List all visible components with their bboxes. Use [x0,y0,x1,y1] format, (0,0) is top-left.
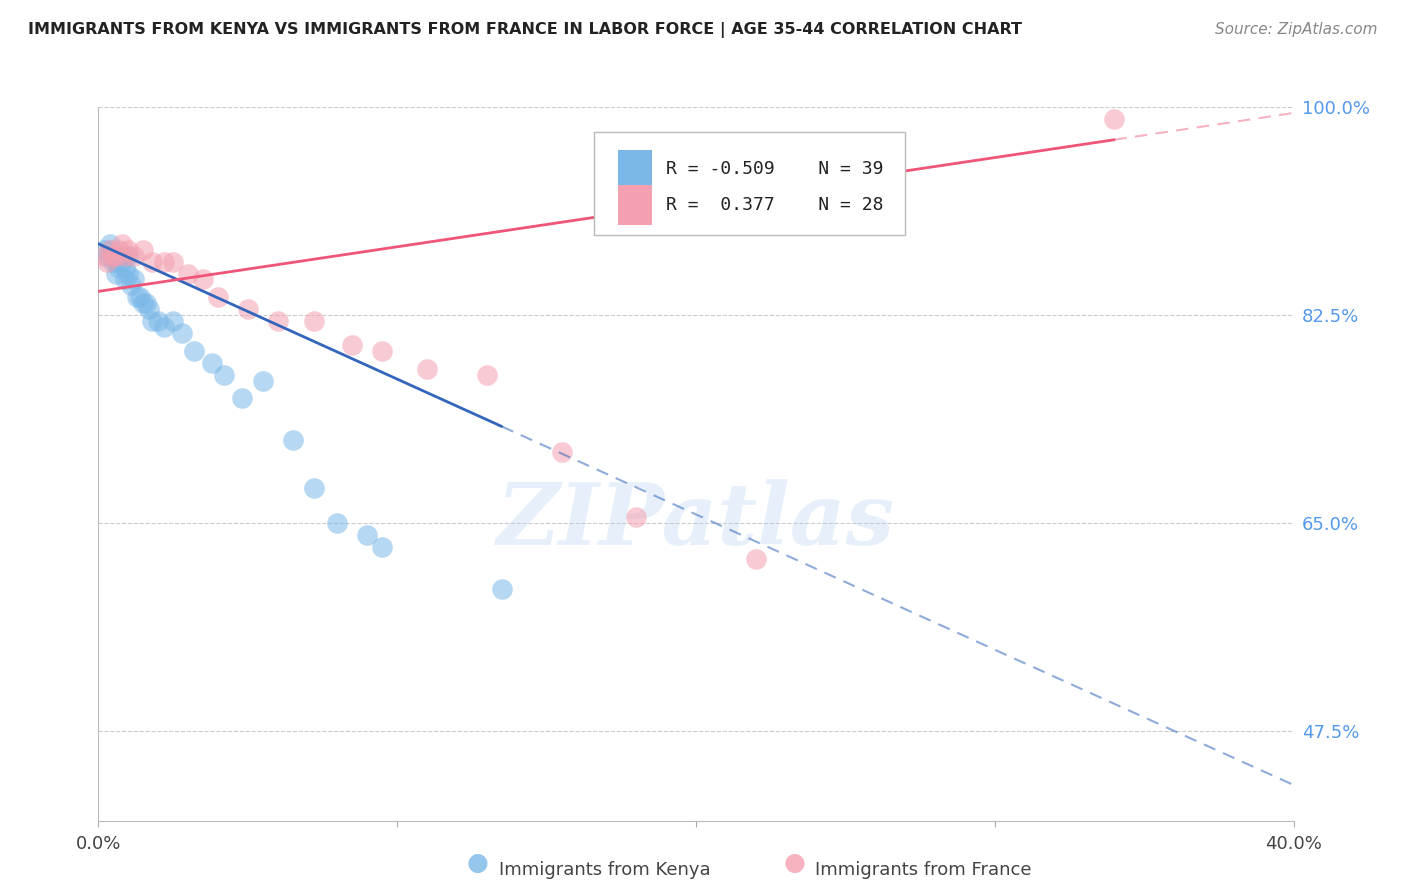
Point [111,249,134,263]
Point [153,254,176,268]
Point [117,267,139,281]
Point [105,267,128,281]
Point [132,243,155,257]
Point [745,552,768,566]
Point [138,302,160,317]
FancyBboxPatch shape [595,132,905,235]
Point [183,343,205,358]
Point [111,254,134,268]
Point [141,314,163,328]
Point [111,236,134,251]
Point [96,254,118,268]
Point [114,260,136,275]
Point [191,272,214,286]
Text: R =  0.377    N = 28: R = 0.377 N = 28 [666,196,883,214]
Point [148,314,170,328]
Point [491,582,513,596]
Point [108,243,131,257]
Text: IMMIGRANTS FROM KENYA VS IMMIGRANTS FROM FRANCE IN LABOR FORCE | AGE 35-44 CORRE: IMMIGRANTS FROM KENYA VS IMMIGRANTS FROM… [28,22,1022,38]
Point [231,392,253,406]
Point [371,540,394,554]
Point [114,272,136,286]
Point [93,243,115,257]
Point [153,320,176,334]
Point [135,296,157,310]
Point [626,510,648,524]
Point [93,249,115,263]
Point [105,254,128,268]
Point [132,296,155,310]
Point [326,516,349,531]
Text: ZIPatlas: ZIPatlas [496,479,896,563]
Point [162,254,184,268]
Point [371,343,394,358]
Text: R = -0.509    N = 39: R = -0.509 N = 39 [666,161,883,178]
Point [124,272,146,286]
Text: ●: ● [467,851,489,875]
Text: Immigrants from France: Immigrants from France [815,861,1032,879]
Point [1104,112,1126,126]
Point [103,254,125,268]
Point [100,243,122,257]
Point [207,290,229,304]
Point [108,249,131,263]
Point [96,249,118,263]
Point [252,374,274,388]
Point [177,267,200,281]
Point [103,249,125,263]
Point [120,278,142,293]
Point [105,249,128,263]
Point [267,314,290,328]
Point [141,254,163,268]
Point [127,290,149,304]
Point [550,445,572,459]
Point [100,243,122,257]
Point [124,249,146,263]
Bar [619,150,652,189]
Point [108,260,131,275]
Point [103,249,125,263]
Point [117,243,139,257]
Point [281,433,304,447]
Text: Immigrants from Kenya: Immigrants from Kenya [499,861,711,879]
Point [201,356,224,370]
Bar [619,186,652,225]
Point [302,481,325,495]
Text: ●: ● [783,851,806,875]
Text: Source: ZipAtlas.com: Source: ZipAtlas.com [1215,22,1378,37]
Point [475,368,498,382]
Point [114,249,136,263]
Point [129,290,152,304]
Point [212,368,235,382]
Point [117,249,139,263]
Point [162,314,184,328]
Point [416,361,439,376]
Point [100,236,122,251]
Point [236,302,259,317]
Point [356,528,378,542]
Point [172,326,194,340]
Point [342,338,364,352]
Point [302,314,325,328]
